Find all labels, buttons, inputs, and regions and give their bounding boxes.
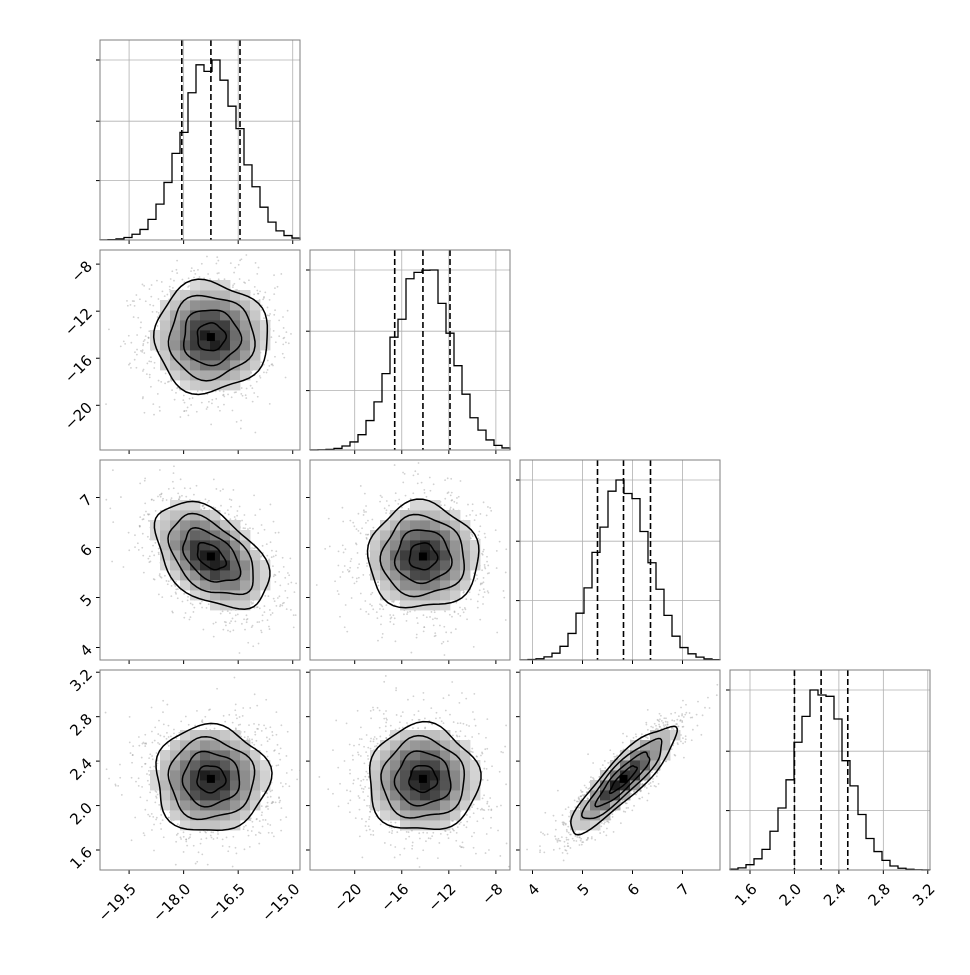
y-tick-label-3-4: 3.2 <box>66 666 96 696</box>
y-tick-label-2-1: 5 <box>77 591 96 610</box>
density-peak <box>419 775 427 783</box>
x-tick-label-3-0: 1.6 <box>731 880 761 910</box>
x-tick-label-1-0: −20 <box>330 880 365 915</box>
x-tick-label-2-0: 4 <box>524 880 543 899</box>
x-tick-label-2-2: 6 <box>624 880 643 899</box>
x-tick-label-1-2: −12 <box>424 880 459 915</box>
scatter-panel-1-0 <box>78 227 316 471</box>
x-tick-label-3-4: 3.2 <box>909 880 939 910</box>
y-tick-label-2-0: 4 <box>77 641 96 660</box>
x-tick-label-0-1: −18.0 <box>149 880 194 925</box>
scatter-panel-2-0 <box>96 460 330 673</box>
y-tick-label-3-3: 2.8 <box>66 710 96 740</box>
histogram-panel-3 <box>726 670 930 874</box>
x-tick-label-0-3: −15.0 <box>258 880 303 925</box>
histogram-panel-2 <box>516 460 720 664</box>
x-tick-label-2-3: 7 <box>674 880 693 899</box>
y-tick-label-3-2: 2.4 <box>66 754 96 784</box>
density-peak <box>207 333 215 341</box>
x-tick-label-3-1: 2.0 <box>776 880 806 910</box>
x-tick-label-3-3: 2.8 <box>864 880 894 910</box>
density-peak <box>419 553 427 561</box>
x-tick-label-1-3: −8 <box>478 880 506 908</box>
x-tick-label-1-1: −16 <box>377 880 412 915</box>
y-tick-label-3-1: 2.0 <box>66 799 96 829</box>
histogram-panel-1 <box>306 250 510 454</box>
scatter-panel-2-1 <box>306 460 528 665</box>
y-tick-label-1-2: −12 <box>61 304 96 339</box>
scatter-panel-3-2 <box>516 666 723 890</box>
y-tick-label-1-3: −8 <box>68 257 96 285</box>
histogram-panel-0 <box>96 40 300 244</box>
x-tick-label-0-2: −16.5 <box>204 880 249 925</box>
x-tick-label-2-1: 5 <box>574 880 593 899</box>
x-tick-label-3-2: 2.4 <box>820 880 850 910</box>
density-peak <box>207 775 215 783</box>
scatter-panel-3-1 <box>306 662 529 880</box>
density-peak <box>207 553 215 561</box>
panel-background <box>310 250 510 450</box>
panel-background <box>520 460 720 660</box>
y-tick-label-2-2: 6 <box>77 541 96 560</box>
density-peak <box>620 775 628 783</box>
x-tick-label-0-0: −19.5 <box>95 880 140 925</box>
y-tick-label-1-1: −16 <box>61 352 96 387</box>
scatter-panel-3-0 <box>96 670 309 888</box>
y-tick-label-1-0: −20 <box>61 399 96 434</box>
panel-background <box>730 670 930 870</box>
panel-background <box>100 40 300 240</box>
y-tick-label-2-3: 7 <box>77 491 96 510</box>
y-tick-label-3-0: 1.6 <box>66 843 96 873</box>
